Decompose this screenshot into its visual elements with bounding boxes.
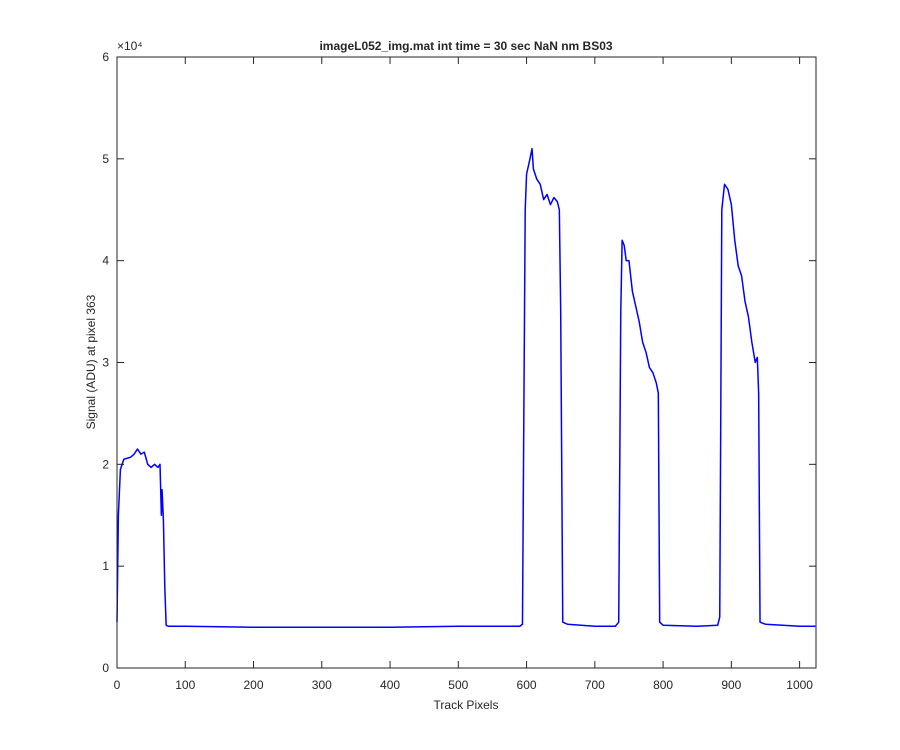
y-tick-label: 0: [102, 661, 109, 675]
axes-box: [116, 56, 817, 669]
y-exponent-label: ×10⁴: [117, 39, 143, 53]
y-tick-label: 1: [102, 559, 109, 573]
x-tick-label: 800: [653, 678, 673, 692]
data-line: [116, 147, 816, 629]
y-tick-label: 2: [102, 457, 109, 471]
y-tick-label: 4: [102, 254, 109, 268]
x-axis-label: Track Pixels: [434, 698, 499, 712]
x-tick-label: 400: [380, 678, 400, 692]
x-tick-label: 1000: [786, 678, 813, 692]
plot-area: [117, 57, 816, 668]
y-tick-label: 5: [102, 152, 109, 166]
y-axis-label: Signal (ADU) at pixel 363: [84, 294, 98, 429]
x-tick-label: 200: [244, 678, 264, 692]
x-tick-label: 100: [175, 678, 195, 692]
x-tick-label: 700: [585, 678, 605, 692]
y-tick-label: 6: [102, 50, 109, 64]
y-tick-label: 3: [102, 356, 109, 370]
chart-title: imageL052_img.mat int time = 30 sec NaN …: [319, 39, 612, 53]
x-tick-label: 300: [312, 678, 332, 692]
x-tick-label: 600: [517, 678, 537, 692]
x-tick-label: 500: [448, 678, 468, 692]
x-tick-label: 900: [721, 678, 741, 692]
x-tick-label: 0: [114, 678, 121, 692]
